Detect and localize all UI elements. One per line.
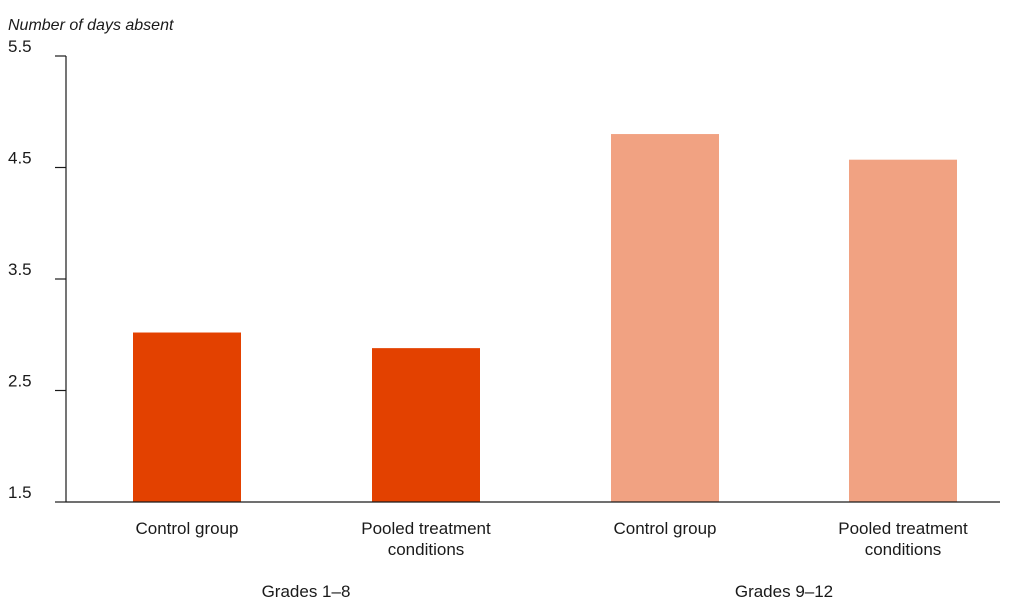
y-tick-label: 4.5 [8, 149, 32, 168]
group-label: Grades 1–8 [262, 582, 351, 601]
bar [372, 348, 480, 502]
y-tick-label: 2.5 [8, 372, 32, 391]
y-axis-label: Number of days absent [8, 17, 174, 34]
bar [133, 332, 241, 502]
x-category-label: Pooled treatment conditions [838, 519, 968, 559]
x-category-label: Control group [135, 519, 238, 538]
bar [611, 134, 719, 503]
y-tick-label: 5.5 [8, 37, 32, 56]
bar [849, 159, 957, 502]
y-tick-label: 3.5 [8, 260, 32, 279]
group-label: Grades 9–12 [735, 582, 833, 601]
y-tick-label: 1.5 [8, 483, 32, 502]
x-category-label: Pooled treatment conditions [361, 519, 491, 559]
x-category-label: Control group [613, 519, 716, 538]
